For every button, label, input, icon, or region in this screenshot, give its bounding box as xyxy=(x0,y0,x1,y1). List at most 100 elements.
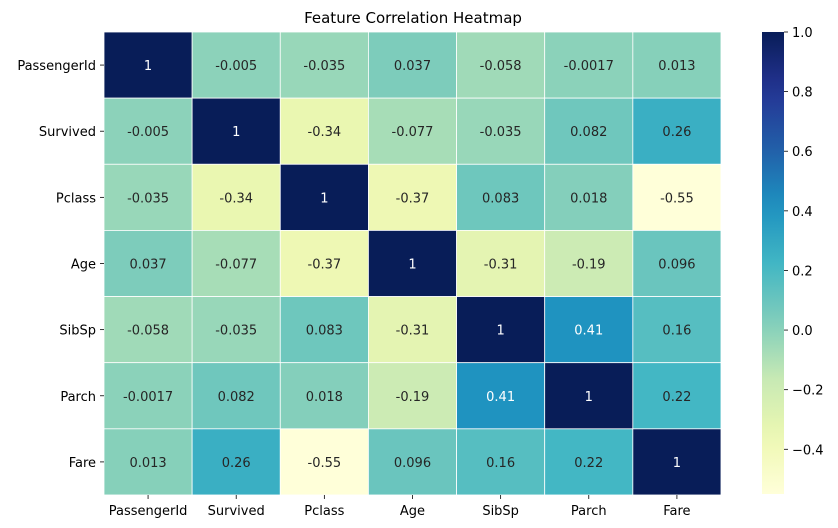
heatmap-cell xyxy=(103,163,193,231)
cell-annotation: -0.0017 xyxy=(564,59,614,74)
heatmap-cell xyxy=(368,428,457,496)
cell-annotation: 1 xyxy=(673,456,681,471)
cell-annotation: -0.0017 xyxy=(123,390,173,405)
heatmap-cell xyxy=(456,362,546,430)
cell-annotation: 1 xyxy=(232,125,240,140)
cell-annotation: -0.55 xyxy=(308,456,342,471)
cell-annotation: 1 xyxy=(496,324,504,339)
heatmap-cell xyxy=(368,163,457,231)
heatmap-cell xyxy=(632,362,722,430)
cell-annotation: -0.34 xyxy=(219,191,253,206)
cell-annotation: 0.41 xyxy=(486,390,515,405)
chart-title: Feature Correlation Heatmap xyxy=(304,9,522,27)
y-tick-label: Parch xyxy=(60,390,96,405)
colorbar-tick-label: 0.6 xyxy=(792,145,813,160)
heatmap-cell xyxy=(544,163,634,231)
x-tick-label: Age xyxy=(400,504,425,519)
y-tick-label: SibSp xyxy=(59,324,96,339)
heatmap-cell xyxy=(279,31,369,99)
colorbar-tick-label: −0.2 xyxy=(792,384,824,399)
heatmap-cell xyxy=(544,31,634,99)
heatmap-cell xyxy=(103,428,193,496)
x-tick-label: SibSp xyxy=(482,504,519,519)
heatmap-cells xyxy=(103,31,722,496)
heatmap-cell xyxy=(456,97,546,165)
heatmap-cell xyxy=(632,230,722,297)
y-tick-label: Pclass xyxy=(56,191,96,206)
cell-annotation: -0.37 xyxy=(308,257,342,272)
cell-annotation: -0.19 xyxy=(396,390,430,405)
cell-annotation: 0.037 xyxy=(394,59,431,74)
heatmap-cell xyxy=(632,296,722,364)
cell-annotation: -0.19 xyxy=(572,257,606,272)
y-tick-label: Survived xyxy=(39,125,96,140)
cell-annotation: -0.058 xyxy=(480,59,522,74)
cell-annotation: 0.013 xyxy=(658,59,695,74)
y-axis: PassengerId Survived Pclass Age SibSp Parch Fa… xyxy=(17,59,104,471)
cell-annotation: 0.037 xyxy=(129,257,166,272)
colorbar-tick-label: 0.8 xyxy=(792,86,813,101)
cell-annotation: -0.31 xyxy=(484,257,518,272)
heatmap-cell xyxy=(368,362,457,430)
colorbar-tick-label: 0.0 xyxy=(792,324,813,339)
heatmap-cell xyxy=(544,428,634,496)
heatmap-cell xyxy=(456,31,546,99)
heatmap-cell xyxy=(544,230,634,297)
cell-annotation: -0.035 xyxy=(127,191,169,206)
cell-annotation: 1 xyxy=(408,257,416,272)
x-tick-label: Survived xyxy=(208,504,265,519)
y-tick-label: PassengerId xyxy=(17,59,96,74)
heatmap-cell xyxy=(456,428,546,496)
cell-annotation: 0.083 xyxy=(482,191,519,206)
cell-annotation: -0.005 xyxy=(215,59,257,74)
cell-annotation: -0.34 xyxy=(308,125,342,140)
cell-annotation: 0.26 xyxy=(222,456,251,471)
cell-annotation: 1 xyxy=(144,59,152,74)
heatmap-cell xyxy=(279,163,369,231)
colorbar-tick-label: −0.4 xyxy=(792,443,824,458)
cell-annotation: 0.082 xyxy=(570,125,607,140)
heatmap-cell xyxy=(103,31,193,99)
cell-annotation: 0.018 xyxy=(570,191,607,206)
y-tick-label: Fare xyxy=(69,456,96,471)
x-tick-label: Fare xyxy=(663,504,690,519)
colorbar-tick-label: 0.4 xyxy=(792,205,813,220)
x-axis: PassengerId Survived Pclass Age SibSp Parch Fa… xyxy=(109,494,691,519)
cell-annotation: 0.41 xyxy=(574,324,603,339)
cell-annotation: -0.005 xyxy=(127,125,169,140)
cell-annotation: 0.096 xyxy=(658,257,695,272)
cell-annotation: 0.22 xyxy=(574,456,603,471)
cell-annotation: 0.26 xyxy=(662,125,691,140)
heatmap-cell xyxy=(103,362,193,430)
heatmap-cell xyxy=(368,31,457,99)
cell-annotation: -0.55 xyxy=(660,191,694,206)
heatmap-cell xyxy=(456,163,546,231)
cell-annotation: -0.035 xyxy=(215,324,257,339)
cell-annotation: 0.018 xyxy=(306,390,343,405)
heatmap-cell xyxy=(632,97,722,165)
cell-annotation: 0.22 xyxy=(662,390,691,405)
cell-annotation: -0.058 xyxy=(127,324,169,339)
cell-annotation: -0.035 xyxy=(480,125,522,140)
heatmap-cell xyxy=(191,163,281,231)
heatmap-cell xyxy=(279,296,369,364)
cell-annotations: 1 -0.005 -0.035 0.037 -0.058 -0.0017 0.013 -0.0… xyxy=(123,59,696,471)
heatmap-cell xyxy=(191,31,281,99)
heatmap-cell xyxy=(279,362,369,430)
cell-annotation: -0.077 xyxy=(215,257,257,272)
cell-annotation: 0.16 xyxy=(486,456,515,471)
colorbar-tick-label: 1.0 xyxy=(792,26,813,41)
cell-annotation: 0.083 xyxy=(306,324,343,339)
colorbar: 1.0 0.8 0.6 0.4 0.2 0.0 −0.2 −0.4 xyxy=(762,26,824,494)
heatmap-cell xyxy=(279,97,369,165)
cell-annotation: 1 xyxy=(320,191,328,206)
colorbar-tick-label: 0.2 xyxy=(792,264,813,279)
heatmap-cell xyxy=(191,230,281,297)
heatmap-cell xyxy=(103,296,193,364)
cell-annotation: 0.16 xyxy=(662,324,691,339)
heatmap-cell xyxy=(632,163,722,231)
heatmap-cell xyxy=(191,362,281,430)
cell-annotation: 0.082 xyxy=(218,390,255,405)
x-tick-label: Pclass xyxy=(304,504,344,519)
